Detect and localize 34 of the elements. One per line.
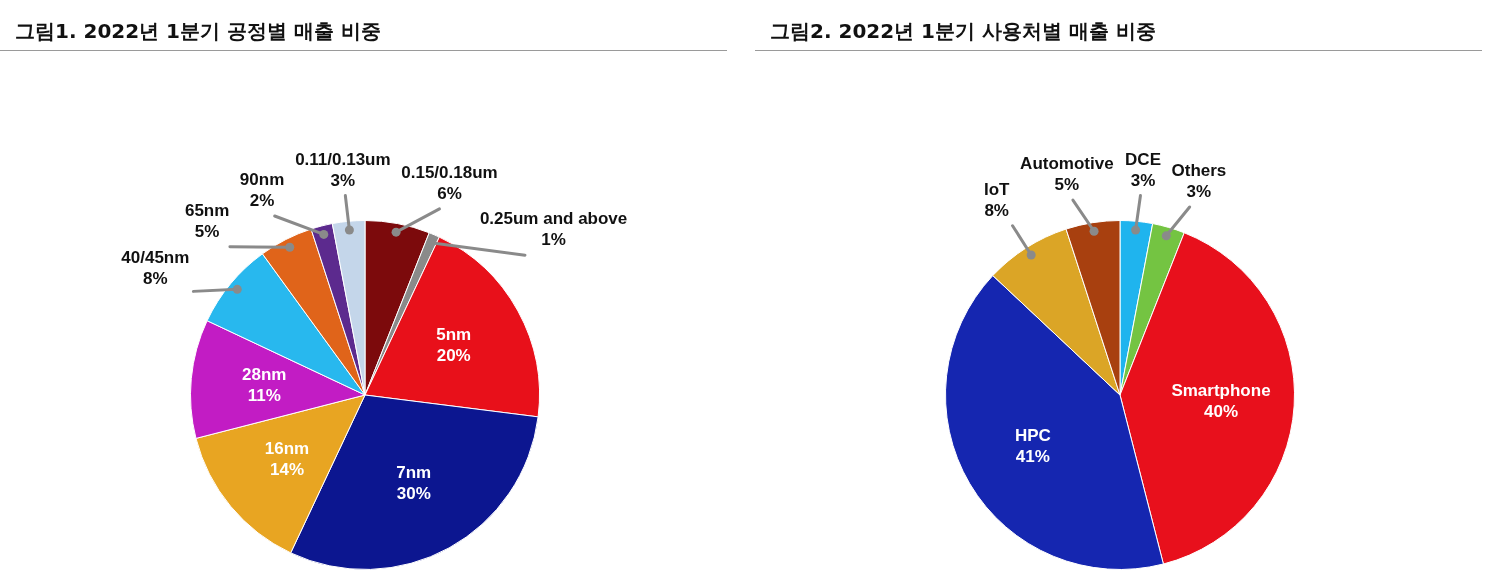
slice-label: Others — [1171, 161, 1227, 181]
slice-label: 5nm — [436, 325, 472, 345]
slice-label: 0.25um and above — [479, 209, 628, 229]
slice-label: 7nm — [396, 462, 432, 482]
data-label: 5% — [1054, 175, 1080, 195]
data-label: 6% — [437, 184, 462, 204]
slice-label: HPC — [1014, 425, 1051, 445]
data-label: 2% — [249, 191, 275, 211]
data-label: 30% — [396, 483, 431, 503]
slice-label: 40/45nm — [121, 247, 190, 267]
data-label: 3% — [330, 170, 356, 190]
slice-label: 65nm — [184, 201, 230, 221]
data-label: 20% — [436, 346, 471, 366]
chart-title: 그림1. 2022년 1분기 공정별 매출 비중 — [0, 18, 727, 51]
data-label: 1% — [541, 230, 566, 250]
data-label: 5% — [194, 222, 220, 242]
data-label: 41% — [1015, 446, 1050, 466]
slice-label: IoT — [983, 179, 1011, 199]
slice-label: DCE — [1125, 149, 1161, 169]
chart-title: 그림2. 2022년 1분기 사용처별 매출 비중 — [755, 18, 1482, 51]
data-label: 11% — [247, 385, 281, 405]
data-label: 8% — [143, 268, 168, 288]
data-label: 8% — [984, 200, 1009, 220]
slice-label: 90nm — [239, 170, 285, 190]
data-label: 40% — [1203, 401, 1239, 421]
slice-label: Automotive — [1020, 154, 1114, 174]
data-label: 3% — [1186, 182, 1212, 202]
slice-label: 28nm — [242, 364, 287, 384]
data-label: 14% — [270, 459, 305, 479]
slice-label: Smartphone — [1171, 380, 1271, 400]
data-label: 3% — [1130, 170, 1156, 190]
slice-label: 0.11/0.13um — [295, 149, 391, 169]
slice-label: 16nm — [264, 438, 310, 458]
slice-label: 0.15/0.18um — [401, 163, 498, 183]
